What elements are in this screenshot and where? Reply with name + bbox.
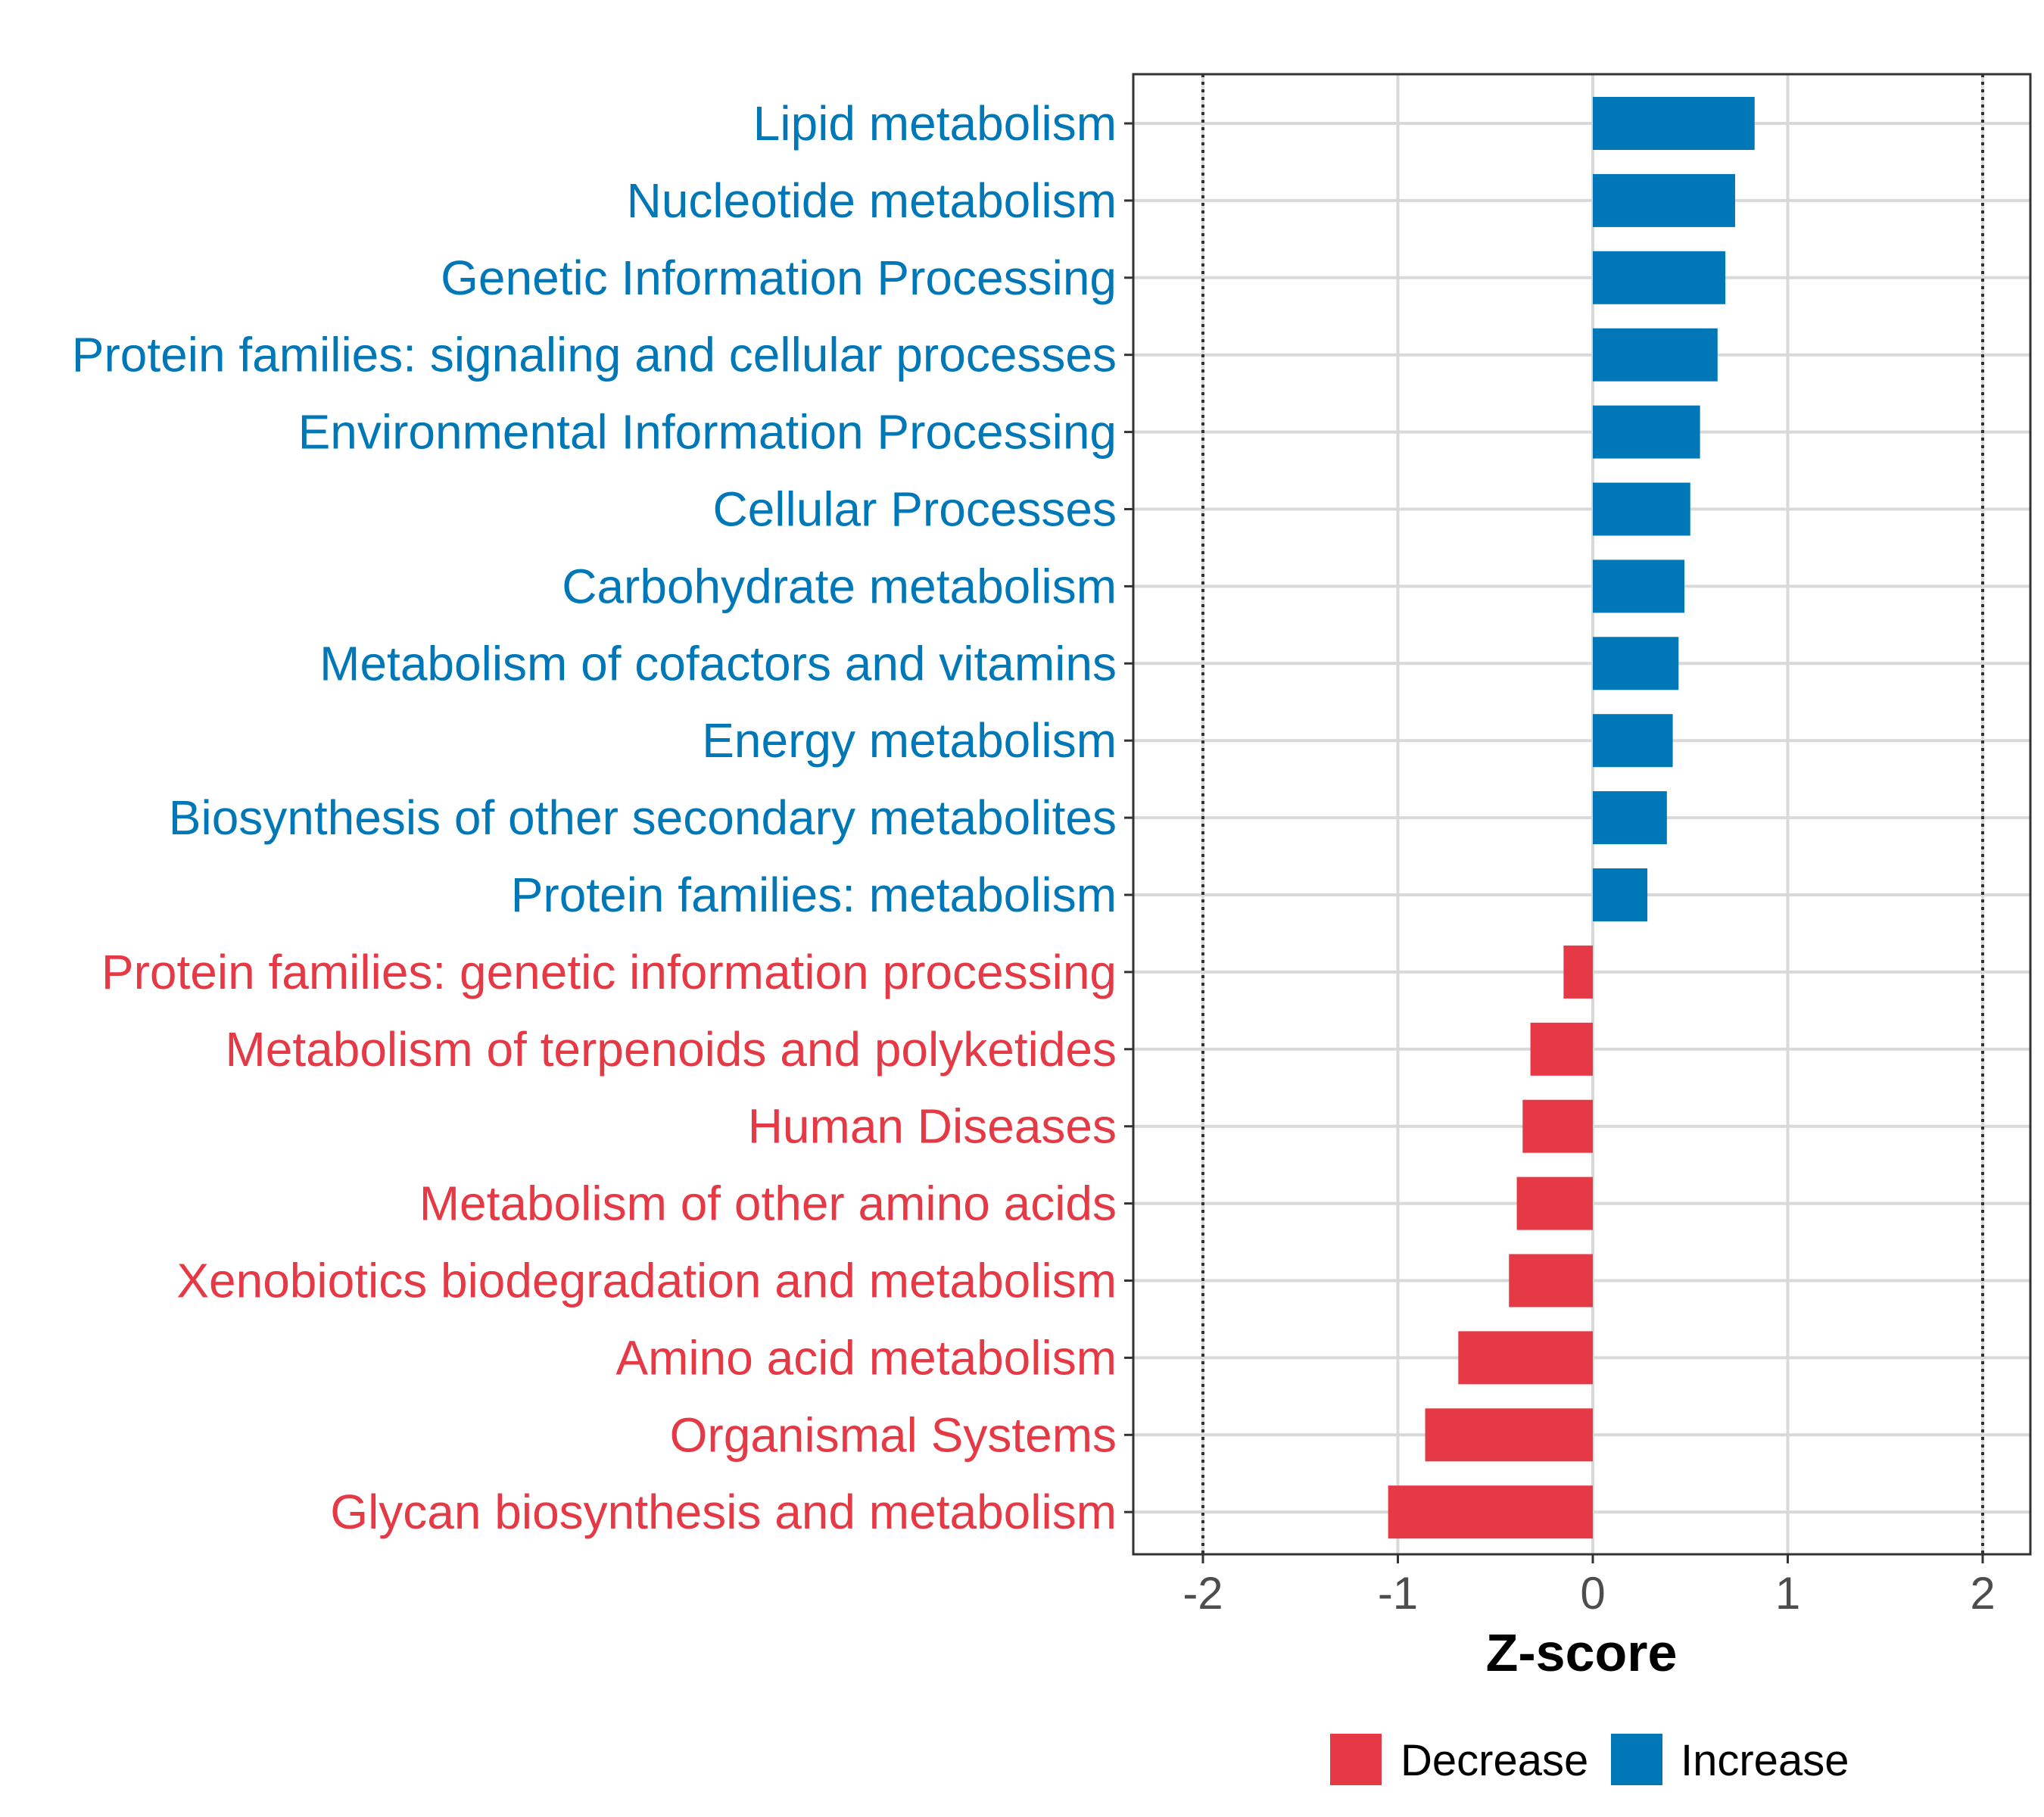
category-label: Carbohydrate metabolism xyxy=(562,559,1117,613)
y-axis: Lipid metabolism Nucleotide metabolism Gen… xyxy=(72,96,1133,1539)
category-label: Protein families: genetic information pr… xyxy=(101,945,1117,999)
category-label: Metabolism of terpenoids and polyketides xyxy=(225,1022,1117,1077)
category-label: Lipid metabolism xyxy=(753,96,1117,151)
bar-increase xyxy=(1593,251,1726,304)
x-tick-label: 2 xyxy=(1970,1568,1995,1619)
bar-decrease xyxy=(1563,945,1593,999)
category-label: Biosynthesis of other secondary metaboli… xyxy=(169,790,1117,845)
bar-layer xyxy=(1388,97,1755,1539)
bar-decrease xyxy=(1425,1408,1593,1462)
bar-decrease xyxy=(1522,1099,1593,1153)
x-tick-label: 0 xyxy=(1580,1568,1605,1619)
category-label: Nucleotide metabolism xyxy=(627,173,1117,228)
category-label: Protein families: metabolism xyxy=(511,868,1117,922)
category-label: Protein families: signaling and cellular… xyxy=(72,328,1117,382)
x-tick-label: 1 xyxy=(1775,1568,1800,1619)
legend-swatch-increase xyxy=(1611,1734,1662,1785)
bar-decrease xyxy=(1509,1254,1593,1307)
bar-increase xyxy=(1593,637,1679,690)
bar-decrease xyxy=(1458,1331,1593,1385)
bar-increase xyxy=(1593,559,1685,613)
category-label: Environmental Information Processing xyxy=(298,405,1117,460)
legend: Decrease Increase xyxy=(1330,1734,1849,1785)
bar-increase xyxy=(1593,714,1673,768)
bar-increase xyxy=(1593,791,1667,845)
x-tick-label: -1 xyxy=(1378,1568,1418,1619)
bar-increase xyxy=(1593,482,1690,536)
x-axis: -2 -1 0 1 2 xyxy=(1182,1554,1996,1619)
category-label: Organismal Systems xyxy=(670,1407,1117,1462)
bar-increase xyxy=(1593,173,1735,227)
bar-decrease xyxy=(1516,1177,1593,1230)
bar-increase xyxy=(1593,405,1700,459)
category-label: Human Diseases xyxy=(748,1099,1117,1154)
bar-increase xyxy=(1593,97,1755,150)
category-label: Xenobiotics biodegradation and metabolis… xyxy=(176,1254,1117,1308)
category-label: Metabolism of cofactors and vitamins xyxy=(319,636,1117,690)
bar-increase xyxy=(1593,328,1718,382)
legend-swatch-decrease xyxy=(1330,1734,1382,1785)
category-label: Metabolism of other amino acids xyxy=(419,1177,1117,1231)
bar-decrease xyxy=(1530,1022,1593,1076)
panel-border xyxy=(1132,73,2032,1556)
category-label: Glycan biosynthesis and metabolism xyxy=(330,1485,1117,1539)
legend-label-increase: Increase xyxy=(1681,1736,1849,1785)
category-label: Energy metabolism xyxy=(702,713,1117,768)
x-tick-label: -2 xyxy=(1182,1568,1223,1619)
x-axis-title: Z-score xyxy=(1486,1623,1678,1682)
bar-decrease xyxy=(1388,1485,1593,1539)
category-label: Genetic Information Processing xyxy=(441,251,1117,305)
category-label: Amino acid metabolism xyxy=(615,1330,1117,1385)
category-label: Cellular Processes xyxy=(712,482,1117,537)
bar-increase xyxy=(1593,868,1648,921)
legend-label-decrease: Decrease xyxy=(1401,1736,1588,1785)
